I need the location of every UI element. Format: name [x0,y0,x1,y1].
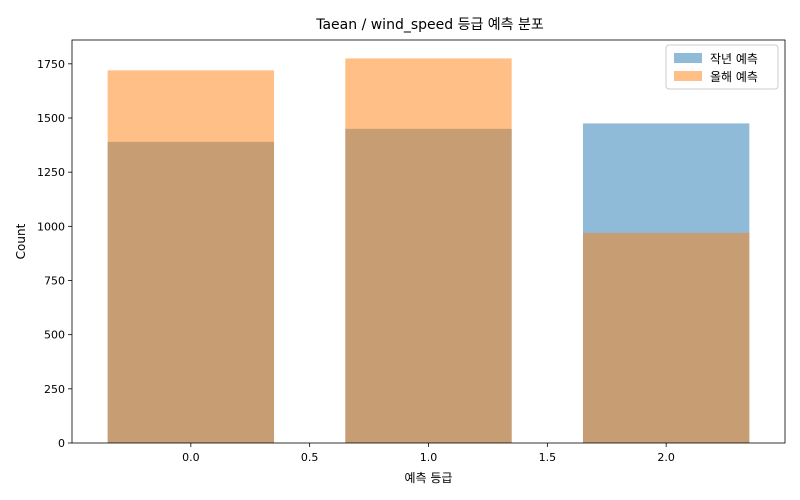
x-tick-label: 0.0 [182,451,200,464]
legend-swatch-series1 [674,53,702,63]
bar-series2-x0 [107,70,275,443]
x-axis-label: 예측 등급 [405,471,453,485]
y-axis: 0 250 500 750 1000 1250 1500 1750 [37,58,72,450]
y-tick-label: 1750 [37,58,65,71]
x-tick-label: 0.5 [301,451,319,464]
bars-group [107,58,750,444]
y-tick-label: 1250 [37,166,65,179]
legend-label-series1: 작년 예측 [710,52,758,66]
y-tick-label: 1500 [37,112,65,125]
y-tick-label: 0 [58,437,65,450]
legend-label-series2: 올해 예측 [710,70,758,84]
x-axis: 0.0 0.5 1.0 1.5 2.0 [182,443,675,464]
bar-series2-x1 [345,58,512,444]
y-tick-label: 250 [44,383,65,396]
y-tick-label: 500 [44,329,65,342]
x-tick-label: 2.0 [657,451,675,464]
bar-series2-x2 [582,232,750,443]
x-tick-label: 1.0 [420,451,438,464]
y-tick-label: 1000 [37,220,65,233]
chart-title: Taean / wind_speed 등급 예측 분포 [315,17,544,33]
legend-swatch-series2 [674,71,702,81]
x-tick-label: 1.5 [539,451,557,464]
y-tick-label: 750 [44,275,65,288]
y-axis-label: Count [14,223,28,259]
